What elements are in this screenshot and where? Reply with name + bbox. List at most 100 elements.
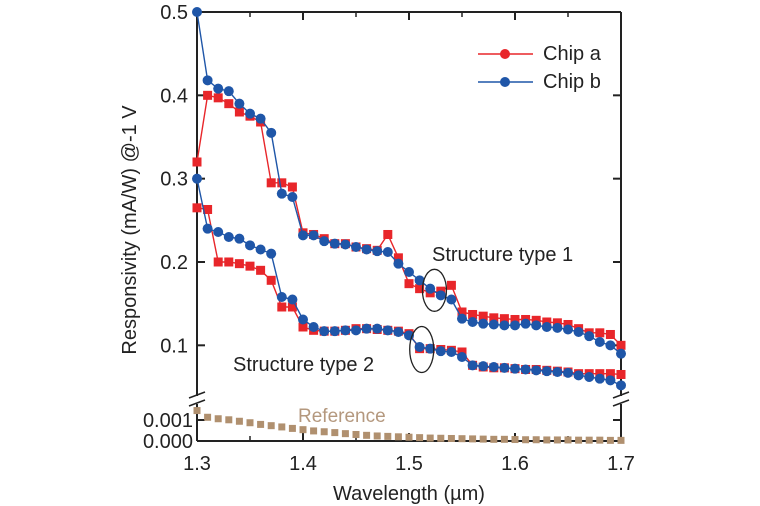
data-point (404, 266, 414, 277)
y-tick-label-lower: 0.000 (143, 431, 193, 453)
data-point (457, 313, 467, 324)
data-point (457, 351, 467, 362)
data-point (214, 415, 222, 423)
data-point (193, 407, 201, 415)
data-point (276, 291, 287, 302)
data-point (319, 236, 330, 247)
annotation-structure-type-2: Structure type 2 (233, 354, 374, 376)
data-point (329, 326, 340, 337)
data-point (245, 240, 255, 251)
data-point (202, 75, 213, 86)
series-line (196, 207, 622, 376)
legend-label-chip-b: Chip b (543, 71, 601, 93)
data-point (310, 427, 318, 435)
data-point (256, 265, 266, 275)
data-point (596, 436, 604, 444)
data-point (595, 328, 605, 338)
data-point (575, 436, 583, 444)
data-point (340, 239, 351, 250)
data-point (213, 226, 224, 237)
data-point (543, 436, 551, 444)
data-point (351, 325, 361, 336)
data-point (488, 319, 499, 330)
data-point (276, 188, 287, 199)
x-tick-label: 1.5 (395, 453, 423, 475)
data-point (192, 7, 202, 17)
data-point (224, 257, 234, 267)
x-tick-label: 1.7 (607, 453, 635, 475)
data-point (478, 361, 489, 372)
data-point (393, 258, 404, 269)
series-chip-a-structure-type-1 (192, 90, 626, 350)
axis-break-mark-left (188, 391, 206, 399)
data-point (478, 311, 488, 321)
data-point (511, 436, 519, 444)
data-point (287, 294, 298, 305)
data-point (394, 433, 402, 441)
y-tick-label: 0.4 (160, 85, 188, 107)
data-point (393, 326, 404, 337)
data-point (573, 370, 584, 381)
data-point (447, 434, 455, 442)
data-point (541, 321, 552, 332)
data-point (393, 253, 403, 263)
data-point (415, 284, 425, 294)
data-point (510, 314, 520, 324)
data-point (510, 363, 520, 374)
data-point (437, 434, 445, 442)
data-point (383, 229, 393, 239)
data-point (361, 323, 372, 334)
data-point (245, 108, 255, 119)
data-point (520, 318, 531, 329)
y-axis-title: Responsivity (mA/W) @-1 V (119, 105, 141, 355)
data-point (245, 261, 255, 271)
series-layer (192, 7, 626, 444)
data-point (340, 325, 351, 336)
data-point (488, 361, 499, 372)
x-tick-label: 1.3 (183, 453, 211, 475)
data-point (352, 430, 360, 438)
data-point (520, 364, 531, 375)
y-tick-label: 0.5 (160, 2, 188, 24)
data-point (255, 113, 266, 124)
data-point (416, 434, 424, 442)
annotation-reference: Reference (298, 406, 386, 427)
x-tick-label: 1.6 (501, 453, 529, 475)
x-axis-title: Wavelength (µm) (333, 483, 485, 505)
data-point (405, 433, 413, 441)
structure-1-ellipse (421, 268, 448, 312)
data-point (361, 244, 372, 255)
data-point (213, 257, 223, 267)
data-point (235, 417, 243, 425)
data-point (605, 375, 616, 386)
y-tick-label-lower: 0.001 (143, 410, 193, 432)
data-point (204, 413, 212, 421)
data-point (469, 435, 477, 443)
data-point (499, 314, 509, 324)
data-point (457, 307, 467, 317)
data-point (224, 99, 234, 109)
data-point (382, 246, 393, 257)
data-point (192, 203, 202, 213)
data-point (372, 323, 383, 334)
data-point (532, 436, 540, 444)
data-point (573, 326, 584, 337)
data-point (298, 230, 308, 241)
data-point (479, 435, 487, 443)
data-point (225, 416, 233, 424)
series-chip-b-structure-type-1 (192, 7, 626, 359)
data-point (373, 432, 381, 440)
data-point (490, 435, 498, 443)
data-point (246, 419, 254, 427)
data-point (277, 178, 287, 188)
data-point (404, 279, 414, 289)
series-reference (193, 407, 625, 444)
data-point (616, 369, 626, 379)
data-point (308, 230, 319, 241)
data-point (500, 435, 508, 443)
axis-break-mark-right (612, 391, 630, 399)
data-point (553, 436, 561, 444)
data-point (202, 223, 213, 234)
data-point (531, 320, 542, 331)
